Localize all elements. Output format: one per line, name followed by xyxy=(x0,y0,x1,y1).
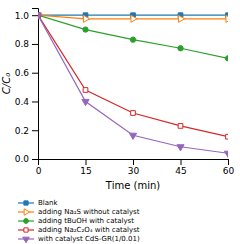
tick-mark xyxy=(32,44,38,45)
tick-mark xyxy=(32,101,38,102)
legend-entry: adding Na₂S without catalyst xyxy=(18,208,140,216)
point xyxy=(225,56,228,61)
axis-line xyxy=(39,160,229,166)
point xyxy=(83,27,88,32)
point xyxy=(83,15,89,22)
legend-marker xyxy=(24,201,28,205)
tick-mark xyxy=(133,159,134,165)
series-line xyxy=(38,15,228,137)
point xyxy=(38,13,42,19)
x-axis-title: Time (min) xyxy=(105,180,160,191)
point xyxy=(129,133,136,139)
tick-mark xyxy=(32,15,38,16)
legend-label: adding Na₂S without catalyst xyxy=(38,208,140,216)
tick-mark xyxy=(32,159,38,160)
legend-entry: with catalyst CdS-GR(1/0.01) xyxy=(18,235,140,243)
tick-mark xyxy=(32,73,38,74)
point xyxy=(131,15,137,22)
chart: 0 15 30 45 60 0.0 0.2 0.4 0.6 0.8 1.0 Time (min) C/C… xyxy=(0,0,240,244)
tick-label: 1.0 xyxy=(15,11,30,21)
tick: 60 xyxy=(223,159,235,176)
point xyxy=(226,134,228,139)
legend-marker xyxy=(24,228,28,232)
legend: Blankadding Na₂S without catalystadding … xyxy=(18,199,140,243)
tick-label: 60 xyxy=(223,166,235,176)
tick: 0.0 xyxy=(15,154,38,164)
tick-label: 45 xyxy=(175,166,186,176)
tick-label: 0.6 xyxy=(15,68,30,78)
tick-label: 0.2 xyxy=(15,126,29,136)
tick-label: 0.0 xyxy=(15,154,30,164)
marks xyxy=(38,12,228,158)
point xyxy=(226,15,228,22)
tick: 0 xyxy=(36,159,42,176)
legend-marker xyxy=(24,219,29,224)
y-axis-title: C/C₀ xyxy=(1,73,12,94)
legend-label: with catalyst CdS-GR(1/0.01) xyxy=(38,235,140,243)
series-line xyxy=(38,15,228,58)
tick-label: 0.8 xyxy=(15,39,30,49)
legend-label: adding tBuOH with catalyst xyxy=(38,217,134,225)
tick-label: 30 xyxy=(128,166,140,176)
point xyxy=(178,124,183,129)
tick-mark xyxy=(228,159,229,165)
legend-entry: Blank xyxy=(18,199,58,207)
tick-mark xyxy=(86,159,87,165)
tick-mark xyxy=(32,130,38,131)
tick: 1.0 xyxy=(15,11,38,21)
tick: 30 xyxy=(128,159,140,176)
tick: 0.4 xyxy=(15,97,38,107)
point xyxy=(83,88,88,93)
legend-label: adding Na₂C₂O₄ with catalyst xyxy=(38,226,140,234)
legend-marker xyxy=(24,209,30,215)
point xyxy=(177,145,184,151)
legend-marker xyxy=(23,237,29,243)
tick: 15 xyxy=(80,159,91,176)
series-line xyxy=(38,15,228,153)
point xyxy=(178,15,184,22)
tick-label: 0 xyxy=(36,166,42,176)
tick: 0.8 xyxy=(15,39,38,49)
legend-entry: adding tBuOH with catalyst xyxy=(18,217,134,225)
plot: 0 15 30 45 60 0.0 0.2 0.4 0.6 0.8 1.0 xyxy=(15,9,235,177)
y-axis: 0.0 0.2 0.4 0.6 0.8 1.0 xyxy=(15,9,39,165)
tick: 0.6 xyxy=(15,68,38,78)
point xyxy=(224,151,228,157)
legend-entry: adding Na₂C₂O₄ with catalyst xyxy=(18,226,140,234)
point xyxy=(131,111,136,116)
axis-line xyxy=(32,9,39,160)
legend-label: Blank xyxy=(38,199,58,207)
point xyxy=(178,46,183,51)
x-axis: 0 15 30 45 60 xyxy=(36,159,235,176)
tick: 45 xyxy=(175,159,186,176)
tick-label: 15 xyxy=(80,166,91,176)
tick-label: 0.4 xyxy=(15,97,30,107)
point xyxy=(82,99,89,105)
tick-mark xyxy=(181,159,182,165)
point xyxy=(130,37,135,42)
tick: 0.2 xyxy=(15,126,38,136)
